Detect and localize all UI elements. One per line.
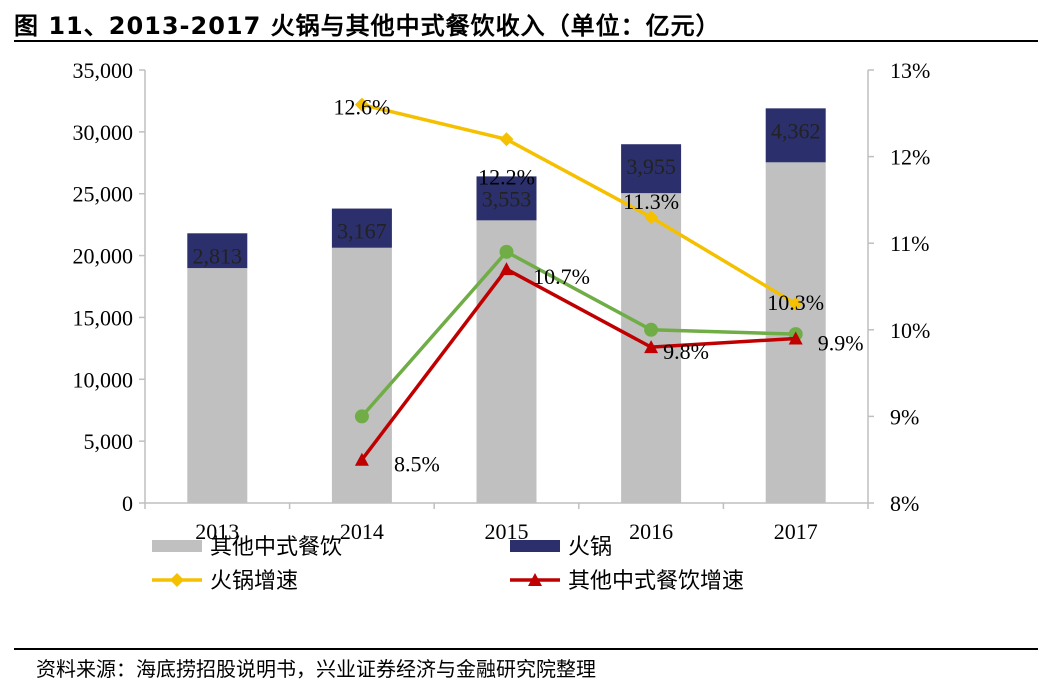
left-tick-label: 35,000 [73,58,134,83]
legend-other-dining-swatch [152,540,202,552]
hotpot-growth-line [361,102,797,306]
right-tick-label: 8% [890,491,919,516]
line-layer [354,97,803,466]
other-growth-label: 8.5% [394,452,440,477]
growth-aux-point [499,244,514,259]
growth-aux-point [354,409,369,424]
hotpot-bar-label: 3,955 [626,154,676,179]
hotpot-growth-point [499,132,514,147]
left-tick-label: 5,000 [84,429,134,454]
other-growth-line [360,266,796,461]
left-tick-label: 15,000 [73,305,134,330]
legend-other-growth-label: 其他中式餐饮增速 [568,568,744,593]
hotpot-bar-label: 3,553 [482,186,532,211]
hotpot-growth-label: 11.3% [623,189,679,214]
hotpot-growth-label: 12.2% [478,164,535,189]
bar-hotpot-2017 [765,108,826,163]
x-tick-label: 2014 [340,519,384,544]
bar-hotpot-2015 [476,176,537,221]
growth-aux-point [644,322,659,337]
bar-other-2013 [187,268,248,503]
other-growth-point [644,340,659,354]
legend-other-dining-label: 其他中式餐饮 [210,534,342,559]
left-tick-label: 30,000 [73,120,134,145]
right-tick-label: 9% [890,404,919,429]
bar-hotpot-2014 [331,208,392,248]
other-growth-point [499,262,514,276]
right-tick-label: 13% [890,58,930,83]
label-layer: 2,813 3,167 3,553 3,955 4,362 12.6% 12.2% 11.3%… [193,95,864,477]
growth-aux-line [360,249,796,418]
figure-title: 图 11、2013-2017 火锅与其他中式餐饮收入（单位：亿元） [14,12,721,40]
left-tick-label: 0 [122,491,133,516]
legend-other-growth-marker [528,573,542,586]
other-growth-label: 9.8% [663,339,709,364]
legend-hotpot-label: 火锅 [568,534,612,559]
combo-chart: 0 5,000 10,000 15,000 20,000 25,000 30,000 35,0… [73,58,931,593]
x-tick-label: 2017 [774,519,818,544]
left-tick-label: 25,000 [73,182,134,207]
left-tick-label: 10,000 [73,367,134,392]
title-rule [14,40,1038,42]
hotpot-growth-point [788,296,803,311]
x-tick-label: 2016 [629,519,673,544]
hotpot-growth-label: 12.6% [333,95,390,120]
x-tick-label: 2015 [485,519,529,544]
other-growth-label: 9.9% [818,330,864,355]
axes-layer: 0 5,000 10,000 15,000 20,000 25,000 30,000 35,0… [73,58,931,544]
hotpot-bar-label: 2,813 [193,243,243,268]
right-tick-label: 11% [890,231,930,256]
bar-hotpot-2016 [621,144,682,194]
footer-rule [14,648,1038,650]
hotpot-growth-point [644,210,659,225]
bar-hotpot-2013 [187,233,248,269]
hotpot-bar-label: 3,167 [337,219,387,244]
right-tick-label: 10% [890,318,930,343]
right-tick-label: 12% [890,145,930,170]
legend-hotpot-growth-marker [170,573,184,587]
x-tick-label: 2013 [195,519,239,544]
hotpot-growth-point [354,97,369,112]
legend-hotpot-growth-label: 火锅增速 [210,568,298,593]
other-growth-point [788,331,803,345]
hotpot-bar-label: 4,362 [771,118,821,143]
other-growth-point [354,452,369,466]
source-note: 资料来源：海底捞招股说明书，兴业证券经济与金融研究院整理 [36,657,596,681]
legend-hotpot-swatch [510,540,560,552]
other-growth-label: 10.7% [533,264,590,289]
hotpot-growth-label: 10.3% [767,290,824,315]
left-tick-label: 20,000 [73,244,134,269]
